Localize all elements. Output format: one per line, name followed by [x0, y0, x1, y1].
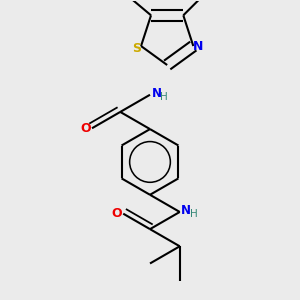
Text: N: N — [152, 87, 161, 101]
Text: O: O — [80, 122, 91, 135]
Text: N: N — [181, 204, 190, 217]
Text: O: O — [111, 207, 122, 220]
Text: S: S — [132, 42, 141, 55]
Text: H: H — [190, 209, 197, 219]
Text: N: N — [193, 40, 203, 52]
Text: H: H — [160, 92, 168, 102]
